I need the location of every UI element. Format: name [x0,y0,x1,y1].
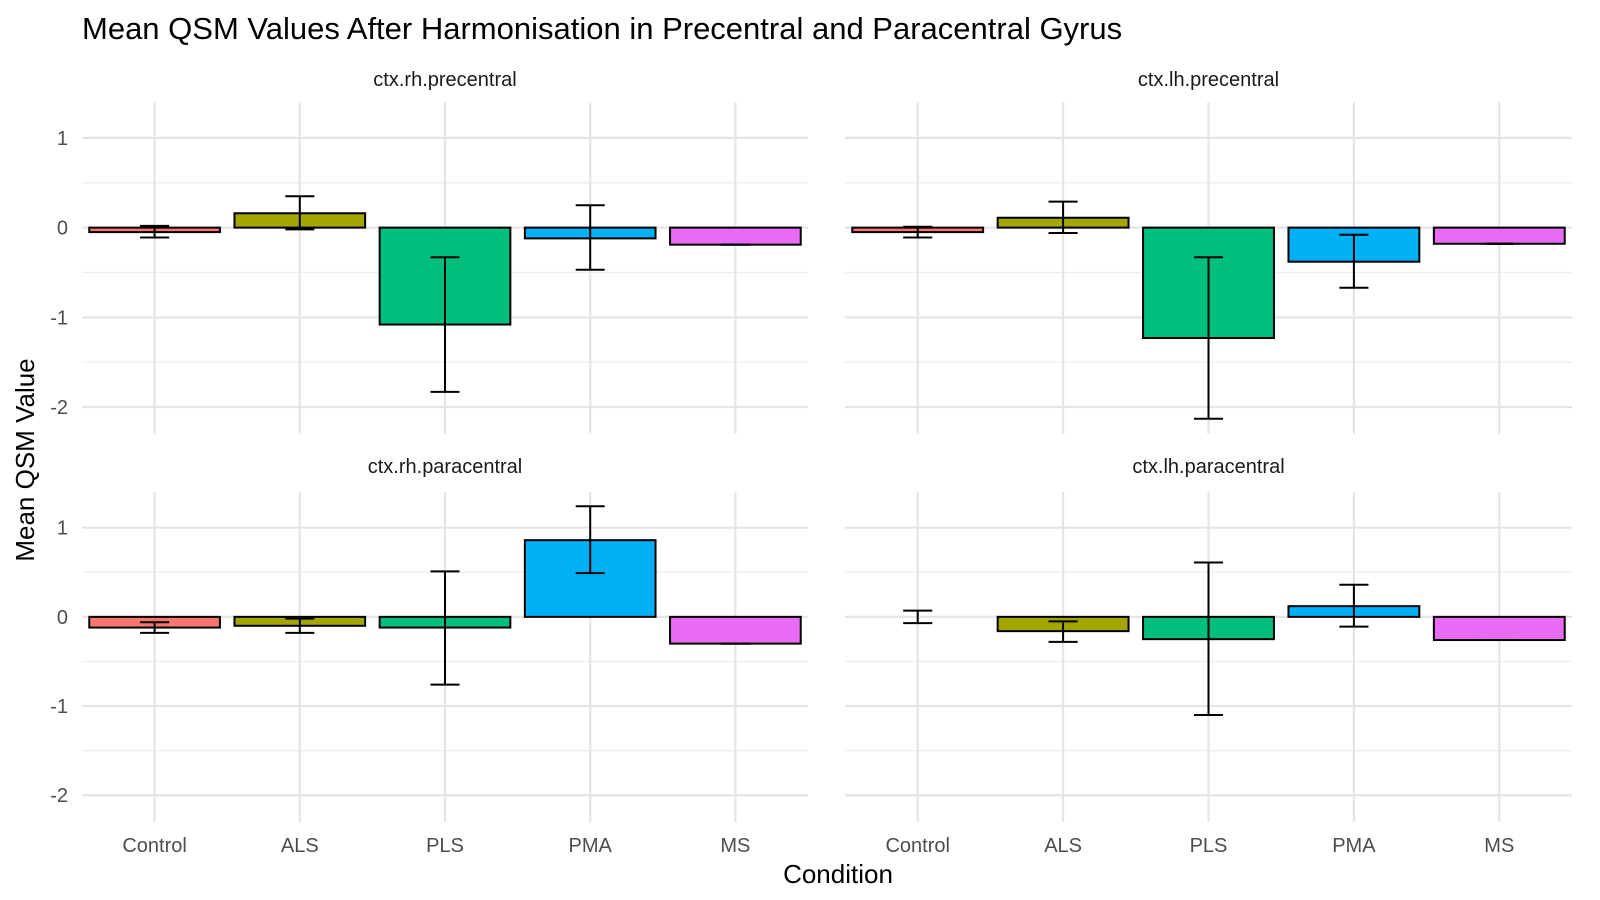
facet-ctx-rh-precentral-errorbar-pls [430,256,460,393]
y-axis-ticks: -2 -1 0 1 -2 -1 0 1 [50,128,68,807]
facet-ctx-lh-precentral-errorbar-pls [1193,256,1224,420]
facet-ctx-lh-precentral-panel: ctx.lh.precentral [845,69,1572,434]
facet-ctx-lh-paracentral-errorbar-control [903,609,933,625]
facet-ctx-rh-precentral-errorbar-control [140,224,170,239]
facet-ctx-rh-precentral-bar-ms [669,226,802,246]
x-axis-ticks: Control ALS PLS PMA MS Control ALS PLS PMA MS [122,835,1514,857]
facet-ctx-lh-precentral-errorbar-control [903,225,933,239]
x-tick-label-control: Control [885,835,949,857]
facet-ctx-rh-paracentral-errorbar-pma [575,505,605,575]
y-tick-label: 1 [57,518,68,540]
facet-ctx-lh-precentral-bar-ms [1432,226,1566,245]
facet-ctx-lh-paracentral-bar-ms [1432,615,1566,642]
x-axis-title: Condition [783,859,893,889]
facet-ctx-lh-paracentral-panel: ctx.lh.paracentral [845,456,1572,822]
facet-ctx-rh-paracentral-strip-label: ctx.rh.paracentral [368,456,523,478]
facet-ctx-rh-paracentral-errorbar-pls [430,570,460,686]
y-tick-label: -1 [50,696,68,718]
facet-ctx-rh-precentral-strip-label: ctx.rh.precentral [373,69,516,91]
x-tick-label-pma: PMA [569,835,613,857]
x-tick-label-pls: PLS [1190,835,1228,857]
facet-ctx-lh-paracentral-errorbar-als [1048,620,1078,643]
facet-ctx-lh-paracentral-strip-label: ctx.lh.paracentral [1132,456,1284,478]
facet-ctx-lh-precentral-strip-label: ctx.lh.precentral [1138,69,1279,91]
y-tick-label: 1 [57,128,68,150]
x-tick-label-ms: MS [1484,835,1514,857]
facet-ctx-rh-paracentral-errorbar-als [285,617,315,634]
facet-ctx-lh-precentral-errorbar-als [1048,200,1078,235]
x-tick-label-pls: PLS [426,835,464,857]
facet-ctx-lh-paracentral-errorbar-pma [1339,583,1369,628]
y-tick-label: -2 [50,397,68,419]
x-tick-label-pma: PMA [1332,835,1376,857]
x-tick-label-als: ALS [1044,835,1082,857]
x-tick-label-als: ALS [281,835,319,857]
chart-title: Mean QSM Values After Harmonisation in P… [82,11,1122,46]
y-tick-label: -2 [50,785,68,807]
x-tick-label-ms: MS [720,835,750,857]
facet-ctx-lh-paracentral-errorbar-pls [1193,561,1224,716]
facet-ctx-rh-paracentral-bar-ms [669,615,802,645]
facet-ctx-rh-precentral-panel: ctx.rh.precentral [82,69,808,434]
facet-panels: ctx.rh.precentral ctx.lh.precentral ctx.rh… [82,69,1572,822]
y-tick-label: 0 [57,607,68,629]
x-tick-label-control: Control [122,835,186,857]
y-tick-label: 0 [57,218,68,240]
facet-ctx-rh-paracentral-errorbar-control [140,621,170,634]
facet-ctx-rh-paracentral-panel: ctx.rh.paracentral [82,456,808,822]
facet-ctx-lh-precentral-errorbar-pma [1339,233,1369,289]
y-tick-label: -1 [50,307,68,329]
y-axis-title: Mean QSM Value [10,358,40,561]
facet-ctx-rh-precentral-errorbar-als [285,195,315,231]
facet-ctx-rh-precentral-errorbar-pma [575,204,605,271]
